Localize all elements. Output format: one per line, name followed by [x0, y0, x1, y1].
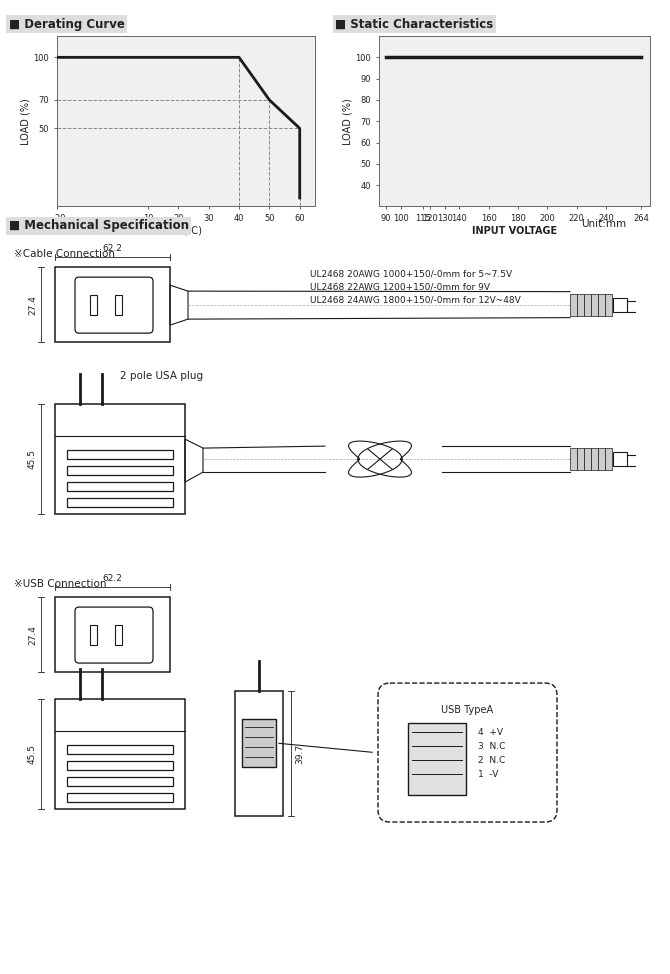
Bar — [67, 745, 173, 754]
Bar — [598, 293, 605, 316]
Text: 62.2: 62.2 — [103, 244, 123, 253]
Text: 62.2: 62.2 — [103, 574, 123, 583]
Bar — [67, 761, 173, 770]
Bar — [598, 448, 605, 470]
Text: ※USB Connection: ※USB Connection — [14, 580, 107, 589]
Bar — [90, 295, 97, 316]
Bar — [605, 448, 612, 470]
Text: 45.5: 45.5 — [28, 449, 37, 469]
Text: 27.4: 27.4 — [28, 624, 37, 645]
Bar — [570, 448, 577, 470]
Bar — [67, 450, 173, 459]
Bar — [605, 293, 612, 316]
Text: 27.4: 27.4 — [28, 295, 37, 315]
Text: 39.7: 39.7 — [295, 743, 304, 764]
Text: 3  N.C: 3 N.C — [478, 741, 505, 751]
Bar — [55, 699, 185, 809]
Text: UL2468 20AWG 1000+150/-0mm for 5~7.5V: UL2468 20AWG 1000+150/-0mm for 5~7.5V — [310, 269, 512, 279]
Bar — [613, 452, 627, 467]
Text: UL2468 22AWG 1200+150/-0mm for 9V: UL2468 22AWG 1200+150/-0mm for 9V — [310, 282, 490, 291]
Y-axis label: LOAD (%): LOAD (%) — [342, 98, 352, 144]
Bar — [242, 719, 276, 768]
Bar — [115, 295, 122, 316]
Bar — [577, 448, 584, 470]
Bar — [584, 293, 591, 316]
Bar — [67, 467, 173, 475]
Text: ■ Mechanical Specification: ■ Mechanical Specification — [9, 219, 189, 232]
Bar — [55, 267, 170, 342]
Text: ※Cable Connection: ※Cable Connection — [14, 249, 115, 259]
Text: ■ Static Characteristics: ■ Static Characteristics — [335, 18, 493, 30]
Bar — [591, 448, 598, 470]
Text: 4  +V: 4 +V — [478, 728, 503, 736]
Bar — [613, 298, 627, 312]
Text: Unit:mm: Unit:mm — [582, 219, 626, 229]
Text: 1  -V: 1 -V — [478, 769, 498, 778]
Bar — [577, 293, 584, 316]
Text: 2 pole USA plug: 2 pole USA plug — [120, 371, 203, 381]
Bar — [67, 482, 173, 491]
Bar — [67, 777, 173, 786]
Bar — [235, 692, 283, 816]
Y-axis label: LOAD (%): LOAD (%) — [21, 98, 31, 144]
Bar — [584, 448, 591, 470]
Text: UL2468 24AWG 1800+150/-0mm for 12V~48V: UL2468 24AWG 1800+150/-0mm for 12V~48V — [310, 295, 521, 304]
Text: 45.5: 45.5 — [28, 744, 37, 764]
Text: ■ Derating Curve: ■ Derating Curve — [9, 18, 125, 30]
X-axis label: Ta (℃): Ta (℃) — [170, 226, 202, 236]
Bar — [570, 293, 577, 316]
Bar — [591, 293, 598, 316]
Text: USB TypeA: USB TypeA — [442, 705, 494, 715]
Bar — [55, 597, 170, 672]
Bar — [115, 625, 122, 645]
FancyBboxPatch shape — [378, 683, 557, 822]
Bar — [55, 404, 185, 514]
Bar — [90, 625, 97, 645]
X-axis label: INPUT VOLTAGE: INPUT VOLTAGE — [472, 226, 557, 236]
Bar — [67, 793, 173, 802]
Bar — [67, 498, 173, 507]
Text: 2  N.C: 2 N.C — [478, 756, 505, 765]
Bar — [408, 723, 466, 795]
